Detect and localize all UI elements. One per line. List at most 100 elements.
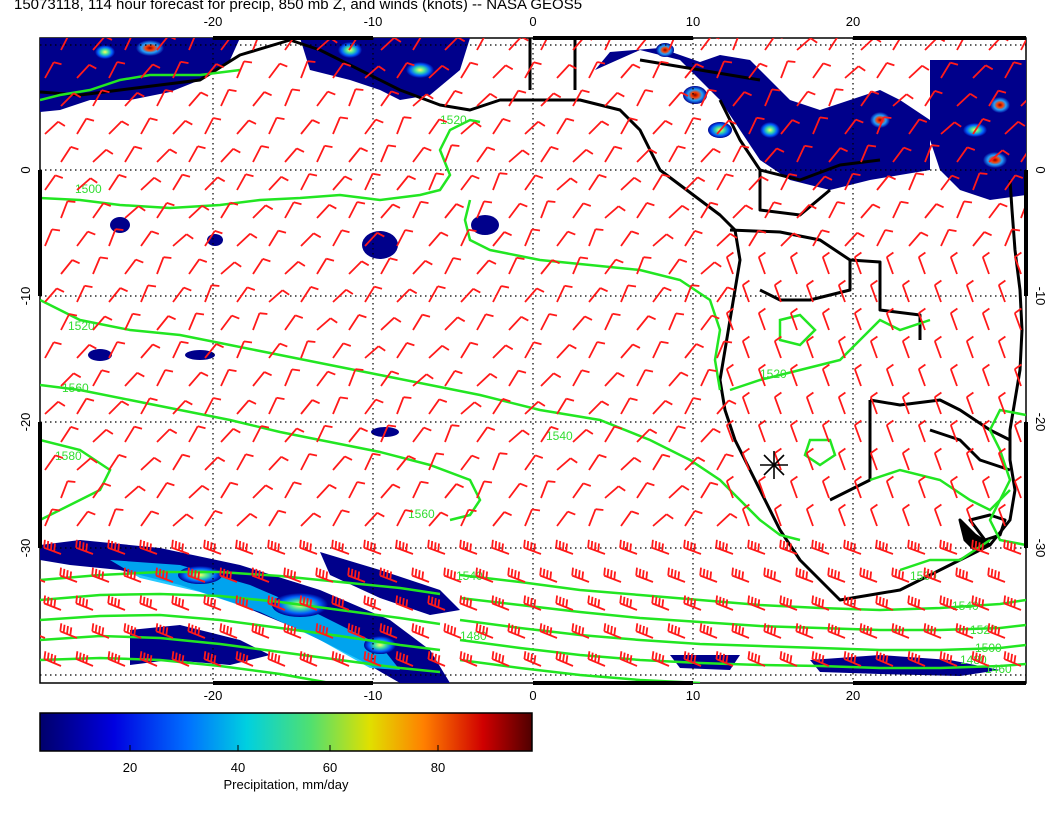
wind-barb: [732, 91, 752, 107]
wind-barb: [907, 651, 926, 667]
wind-barb: [540, 372, 562, 387]
lon-labels-bottom: -20 -10 0 10 20: [204, 688, 861, 703]
wind-barb: [812, 62, 832, 79]
wind-barb: [380, 370, 400, 387]
svg-text:1560: 1560: [910, 569, 937, 583]
wind-barb: [1020, 152, 1026, 163]
wind-barb: [91, 623, 110, 639]
wind-barb: [572, 89, 590, 107]
wind-barb: [316, 257, 335, 275]
wind-barb: [700, 481, 719, 499]
lon-label-bottom: 0: [529, 688, 536, 703]
wind-barb: [940, 174, 960, 191]
wind-barb: [412, 260, 433, 275]
wind-barb: [316, 370, 336, 387]
wind-barb: [997, 279, 1006, 303]
wind-barb: [869, 447, 878, 471]
wind-barb: [396, 455, 416, 471]
wind-barb: [188, 204, 210, 219]
wind-barb: [700, 368, 717, 387]
lat-label-left: -10: [18, 287, 33, 306]
wind-barb: [997, 335, 1006, 359]
wind-barb: [252, 91, 272, 107]
wind-barb: [236, 119, 257, 135]
wind-barb: [619, 595, 638, 611]
wind-barb: [203, 539, 222, 555]
wind-barb: [908, 172, 925, 191]
wind-barb: [773, 335, 782, 359]
wind-barb: [348, 201, 366, 219]
wind-barb: [476, 146, 496, 163]
wind-barb: [140, 510, 160, 527]
wind-barb: [524, 400, 546, 415]
wind-barb: [491, 539, 510, 555]
wind-barb: [412, 38, 422, 51]
wind-barb: [684, 117, 702, 135]
wind-barb: [460, 341, 479, 359]
wind-barb: [619, 651, 638, 667]
wind-barb: [300, 340, 316, 359]
wind-barb: [523, 539, 542, 555]
lon-label-top: 10: [686, 14, 700, 29]
wind-barb: [844, 232, 865, 247]
wind-barb: [700, 314, 720, 331]
wind-barb: [444, 316, 466, 331]
wind-barb: [107, 539, 126, 555]
wind-barb: [748, 62, 768, 79]
wind-barb: [556, 510, 576, 527]
wind-barb: [172, 340, 189, 359]
wind-barb: [539, 567, 558, 583]
wind-barb: [236, 340, 253, 359]
wind-barb: [741, 447, 750, 471]
wind-barb: [411, 567, 430, 583]
wind-barb: [428, 172, 445, 191]
wind-barb: [508, 256, 525, 275]
lat-label-left: 0: [18, 166, 33, 173]
wind-barb: [187, 567, 206, 583]
wind-barb: [44, 174, 64, 191]
wind-barb: [668, 38, 676, 51]
wind-barb: [44, 400, 66, 415]
wind-barb: [620, 284, 637, 303]
wind-barb: [588, 341, 606, 359]
wind-barb: [316, 484, 337, 499]
location-marker: [760, 451, 788, 479]
wind-barb: [853, 363, 862, 387]
wind-barb: [1013, 307, 1022, 331]
wind-barb: [795, 623, 814, 639]
wind-barb: [492, 452, 508, 471]
wind-barb: [412, 200, 429, 219]
wind-barb: [268, 456, 289, 471]
wind-barb: [315, 623, 334, 639]
wind-barb: [587, 539, 606, 555]
wind-barb: [347, 567, 366, 583]
wind-barb: [76, 117, 95, 135]
lat-label-right: -30: [1033, 539, 1048, 558]
wind-barb: [757, 475, 766, 499]
wind-barb: [555, 651, 574, 667]
wind-barb: [667, 623, 686, 639]
wind-barb: [805, 447, 814, 471]
wind-barb: [444, 483, 464, 499]
wind-barb: [652, 453, 671, 471]
wind-barb: [76, 177, 98, 191]
wind-barb: [748, 176, 769, 191]
wind-barb: [108, 174, 127, 191]
wind-barb: [955, 567, 974, 583]
wind-barb: [741, 279, 750, 303]
wind-barb: [155, 567, 174, 583]
wind-barb: [236, 60, 253, 79]
wind-barb: [636, 148, 658, 163]
wind-barb: [364, 398, 384, 415]
wind-barb: [747, 539, 766, 555]
wind-barb: [700, 148, 721, 163]
wind-barb: [933, 447, 942, 471]
wind-barb: [859, 567, 878, 583]
wind-barb: [459, 651, 478, 667]
wind-barb: [780, 60, 796, 79]
colorbar-tick: 40: [231, 760, 245, 775]
wind-barb: [908, 231, 929, 247]
lon-label-top: -20: [204, 14, 223, 29]
wind-barb: [725, 363, 734, 387]
wind-barb: [796, 90, 816, 107]
